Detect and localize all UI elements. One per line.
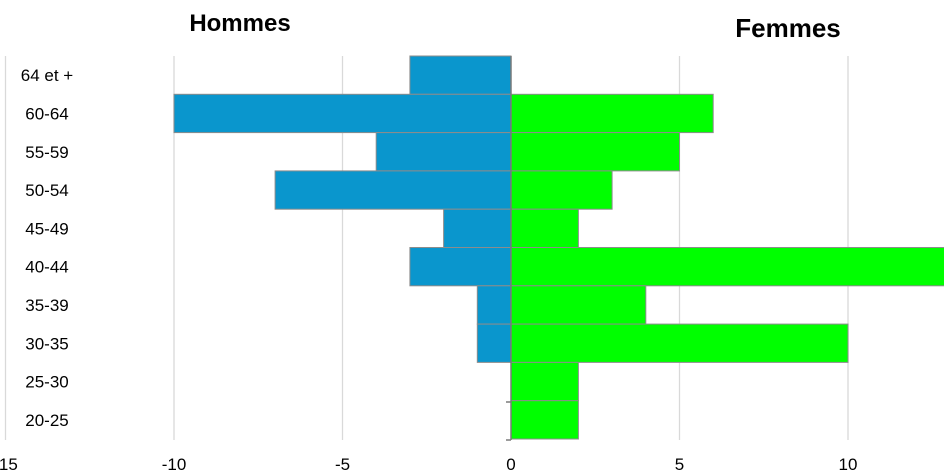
category-label: 55-59 — [25, 143, 68, 162]
bar-femmes — [510, 400, 579, 440]
category-label: 30-35 — [25, 334, 68, 353]
x-tick-labels: -25-20-15-10-50510152025 — [0, 455, 858, 474]
bar-femmes — [510, 361, 579, 402]
bar-hommes — [409, 55, 512, 95]
bar-hommes — [409, 247, 512, 287]
bar-femmes — [510, 247, 944, 287]
x-tick-label: 0 — [506, 455, 515, 474]
bar-hommes — [476, 285, 512, 325]
title-femmes: Femmes — [735, 13, 841, 43]
bar-femmes — [510, 208, 579, 248]
bar-hommes — [274, 170, 512, 210]
axes — [506, 56, 512, 441]
category-label: 60-64 — [25, 104, 68, 123]
bars — [173, 55, 944, 440]
bar-hommes — [476, 323, 512, 363]
category-label: 20-25 — [25, 411, 68, 430]
bar-hommes — [173, 93, 512, 134]
x-tick-label: 5 — [675, 455, 684, 474]
bar-hommes — [375, 132, 512, 172]
x-tick-label: -5 — [335, 455, 350, 474]
bar-hommes — [443, 208, 512, 248]
bar-femmes — [510, 132, 680, 172]
bar-femmes — [510, 285, 647, 325]
x-tick-label: -10 — [162, 455, 187, 474]
x-tick-label: 10 — [839, 455, 858, 474]
category-label: 45-49 — [25, 219, 68, 238]
title-hommes: Hommes — [189, 10, 290, 37]
x-tick-label: -15 — [0, 455, 18, 474]
bar-femmes — [510, 323, 849, 363]
bar-femmes — [510, 170, 613, 210]
category-label: 50-54 — [25, 181, 68, 200]
category-labels: 64 et + 60-64 55-59 50-54 45-49 40-44 35-39 30-… — [21, 66, 74, 430]
bar-femmes — [510, 93, 714, 134]
category-label: 64 et + — [21, 66, 74, 85]
category-label: 25-30 — [25, 373, 68, 392]
category-label: 35-39 — [25, 296, 68, 315]
category-label: 40-44 — [25, 258, 68, 277]
